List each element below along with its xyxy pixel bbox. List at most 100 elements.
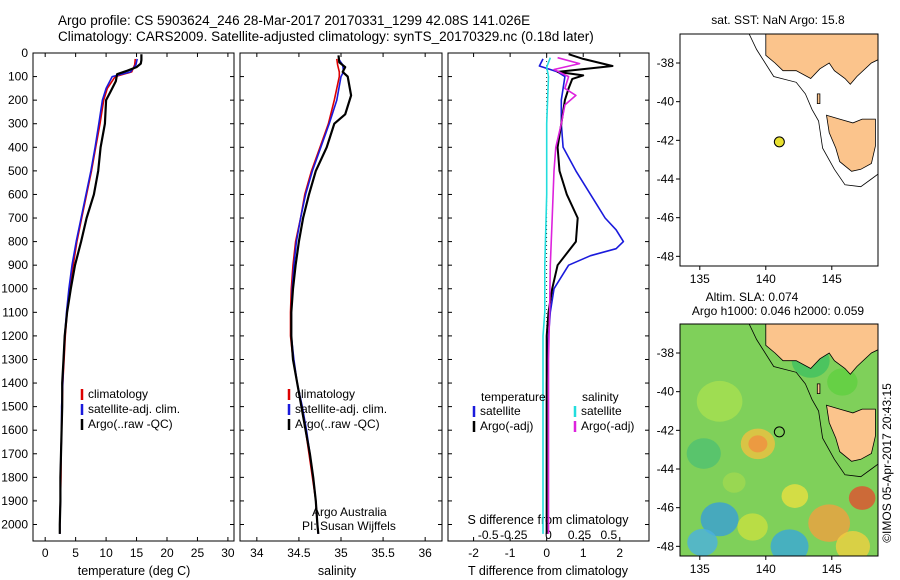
argo-position-marker bbox=[773, 136, 785, 148]
king-island-land bbox=[816, 93, 821, 104]
salinity-xtick-label: 34 bbox=[250, 546, 264, 560]
sla-map-ytick-label: -48 bbox=[657, 539, 675, 553]
sla-anomaly-blob bbox=[781, 484, 809, 508]
legend-label: Argo(-adj) bbox=[480, 419, 533, 433]
legend-label: Argo(-adj) bbox=[581, 419, 634, 433]
sla-anomaly-blob bbox=[748, 435, 768, 453]
difference-frame bbox=[447, 52, 650, 542]
temperature-xtick-label: 30 bbox=[221, 546, 235, 560]
depth-tick-label: 2000 bbox=[1, 517, 28, 531]
temperature-frame bbox=[32, 52, 235, 542]
temperature-xtick-label: 0 bbox=[42, 546, 49, 560]
sla-anomaly-blob bbox=[696, 380, 743, 422]
profile-title: Argo profile: CS 5903624_246 28-Mar-2017… bbox=[58, 13, 531, 28]
depth-tick-label: 500 bbox=[8, 164, 28, 178]
depth-tick-label: 1900 bbox=[1, 494, 28, 508]
temperature-xlabel: temperature (deg C) bbox=[78, 564, 191, 578]
depth-tick-label: 1400 bbox=[1, 376, 28, 390]
sla-anomaly-blob bbox=[700, 502, 739, 537]
sla-anomaly-blob bbox=[722, 472, 746, 493]
tasmania-land bbox=[826, 404, 876, 462]
sst-map-frame bbox=[679, 33, 879, 267]
mainland-land bbox=[765, 34, 878, 85]
legend-heading-temperature: temperature bbox=[481, 390, 546, 404]
sst-map-ytick-label: -42 bbox=[657, 133, 675, 147]
depth-tick-label: 900 bbox=[8, 258, 28, 272]
s-tick-label: -0.5 bbox=[478, 528, 499, 542]
difference-xtick-label: 2 bbox=[616, 546, 623, 560]
sla-map-ytick-label: -44 bbox=[657, 462, 675, 476]
sst-map-xtick-label: 145 bbox=[822, 272, 842, 286]
sla-map-xtick-label: 135 bbox=[690, 562, 710, 576]
sst-map-ytick-label: -44 bbox=[657, 172, 675, 186]
salinity-xtick-label: 35.5 bbox=[371, 546, 395, 560]
annotation-line-1: Argo Australia bbox=[312, 505, 387, 519]
salinity-xtick-label: 35 bbox=[334, 546, 348, 560]
depth-tick-label: 0 bbox=[21, 46, 28, 60]
climatology-subtitle: Climatology: CARS2009. Satellite-adjuste… bbox=[58, 29, 594, 44]
sla-anomaly-blob bbox=[687, 528, 718, 556]
legend-label: satellite-adj. clim. bbox=[88, 402, 180, 416]
annotation-line-2: PI: Susan Wijffels bbox=[302, 519, 396, 533]
sla-map-ytick-label: -46 bbox=[657, 501, 675, 515]
salinity-xtick-label: 36 bbox=[418, 546, 432, 560]
series-salinity-satellite bbox=[542, 57, 552, 534]
legend-label: Argo(..raw -QC) bbox=[88, 417, 173, 431]
sla-anomaly-blob bbox=[770, 529, 809, 556]
shelf-contour bbox=[748, 34, 878, 188]
sst-map-ytick-label: -38 bbox=[657, 56, 675, 70]
s-tick-label: 0.25 bbox=[568, 528, 592, 542]
sla-map-content bbox=[680, 324, 878, 556]
legend-label: Argo(..raw -QC) bbox=[295, 417, 380, 431]
series-temperature-argo-adj- bbox=[545, 53, 614, 534]
sst-map-ytick-label: -46 bbox=[657, 211, 675, 225]
sla-anomaly-blob bbox=[686, 438, 721, 469]
series-argo-raw-qc- bbox=[58, 54, 143, 534]
sst-map-xtick-label: 135 bbox=[690, 272, 710, 286]
difference-xtick-label: -1 bbox=[505, 546, 516, 560]
legend-heading-salinity: salinity bbox=[582, 390, 619, 404]
difference-xtick-label: 0 bbox=[543, 546, 550, 560]
series-satellite-adj-clim- bbox=[58, 58, 138, 534]
sst-map-ytick-label: -40 bbox=[657, 95, 675, 109]
sla-map-frame bbox=[679, 323, 879, 557]
sla-map-title-2: Argo h1000: 0.046 h2000: 0.059 bbox=[692, 304, 864, 318]
chart-layer: 0100200300400500600700800900100011001200… bbox=[1, 33, 879, 576]
depth-tick-label: 1100 bbox=[2, 305, 28, 319]
sla-map-ytick-label: -38 bbox=[657, 346, 675, 360]
argo-position-marker bbox=[773, 426, 785, 438]
temperature-xtick-label: 10 bbox=[99, 546, 113, 560]
depth-tick-label: 1300 bbox=[1, 352, 28, 366]
legend-label: satellite-adj. clim. bbox=[295, 402, 387, 416]
depth-tick-label: 1700 bbox=[1, 447, 28, 461]
sst-map-content bbox=[748, 34, 878, 188]
sla-anomaly-blob bbox=[737, 513, 768, 541]
salinity-xtick-label: 34.5 bbox=[287, 546, 311, 560]
s-tick-label: -0.25 bbox=[500, 528, 528, 542]
legend-label: climatology bbox=[88, 387, 148, 401]
sst-map-title: sat. SST: NaN Argo: 15.8 bbox=[711, 13, 845, 27]
series-satellite-adj-clim- bbox=[290, 58, 345, 534]
series-argo-raw-qc- bbox=[290, 55, 353, 535]
imos-credit: ©IMOS 05-Apr-2017 20:43:15 bbox=[880, 383, 894, 543]
sla-map-ytick-label: -42 bbox=[657, 423, 675, 437]
sla-map-title-1: Altim. SLA: 0.074 bbox=[706, 290, 799, 304]
depth-tick-label: 400 bbox=[8, 140, 28, 154]
legend-label: satellite bbox=[480, 404, 521, 418]
legend-label: climatology bbox=[295, 387, 355, 401]
depth-tick-label: 800 bbox=[8, 235, 28, 249]
s-tick-label: 0.5 bbox=[600, 528, 617, 542]
s-tick-label: 0 bbox=[545, 528, 552, 542]
salinity-xlabel: salinity bbox=[318, 564, 357, 578]
sla-anomaly-blob bbox=[835, 531, 871, 556]
sla-anomaly-blob bbox=[848, 486, 876, 510]
depth-tick-label: 1000 bbox=[1, 282, 28, 296]
king-island-land bbox=[816, 383, 821, 395]
tasmania-land bbox=[826, 114, 876, 172]
depth-tick-label: 1500 bbox=[1, 400, 28, 414]
difference-xtick-label: -2 bbox=[468, 546, 479, 560]
temperature-xtick-label: 5 bbox=[72, 546, 79, 560]
temperature-xtick-label: 20 bbox=[160, 546, 174, 560]
sla-map-ytick-label: -40 bbox=[657, 385, 675, 399]
